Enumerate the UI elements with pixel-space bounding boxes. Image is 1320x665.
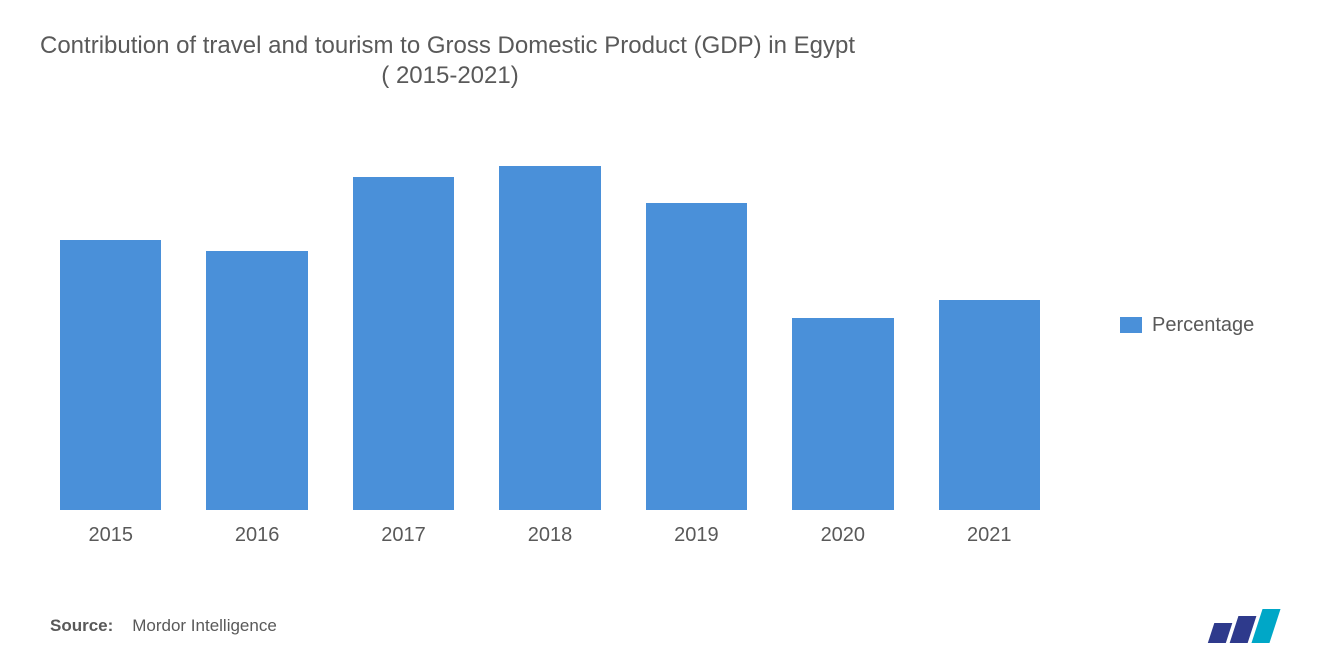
logo-bar-icon (1251, 609, 1280, 643)
x-axis-label: 2021 (939, 524, 1040, 547)
x-axis-label: 2020 (792, 524, 893, 547)
bar (792, 318, 893, 510)
bar-slot (206, 140, 307, 510)
source-name: Mordor Intelligence (132, 616, 277, 635)
bar (646, 203, 747, 510)
x-axis-label: 2016 (206, 524, 307, 547)
bar-slot (939, 140, 1040, 510)
chart-area: Percentage (40, 140, 1280, 510)
legend: Percentage (1120, 314, 1254, 337)
bar-slot (60, 140, 161, 510)
x-axis-label: 2019 (646, 524, 747, 547)
chart-title-line1: Contribution of travel and tourism to Gr… (40, 30, 1280, 62)
x-axis-label: 2015 (60, 524, 161, 547)
bar-slot (646, 140, 747, 510)
logo-bar-icon (1208, 623, 1233, 643)
x-axis-labels: 2015 2016 2017 2018 2019 2020 2021 (50, 524, 1050, 547)
bar (353, 177, 454, 510)
bar (939, 300, 1040, 511)
x-axis-label: 2018 (499, 524, 600, 547)
legend-label: Percentage (1152, 314, 1254, 337)
bar-slot (792, 140, 893, 510)
legend-swatch (1120, 317, 1142, 333)
source: Source: Mordor Intelligence (50, 616, 277, 636)
chart-title-line2: ( 2015-2021) (40, 62, 860, 90)
footer: Source: Mordor Intelligence (50, 609, 1280, 643)
x-axis-label: 2017 (353, 524, 454, 547)
bar (499, 166, 600, 510)
bar (206, 251, 307, 510)
bar-slot (353, 140, 454, 510)
bar (60, 240, 161, 510)
bar-plot (50, 140, 1050, 510)
brand-logo (1211, 609, 1280, 643)
source-label: Source: (50, 616, 113, 635)
bar-slot (499, 140, 600, 510)
